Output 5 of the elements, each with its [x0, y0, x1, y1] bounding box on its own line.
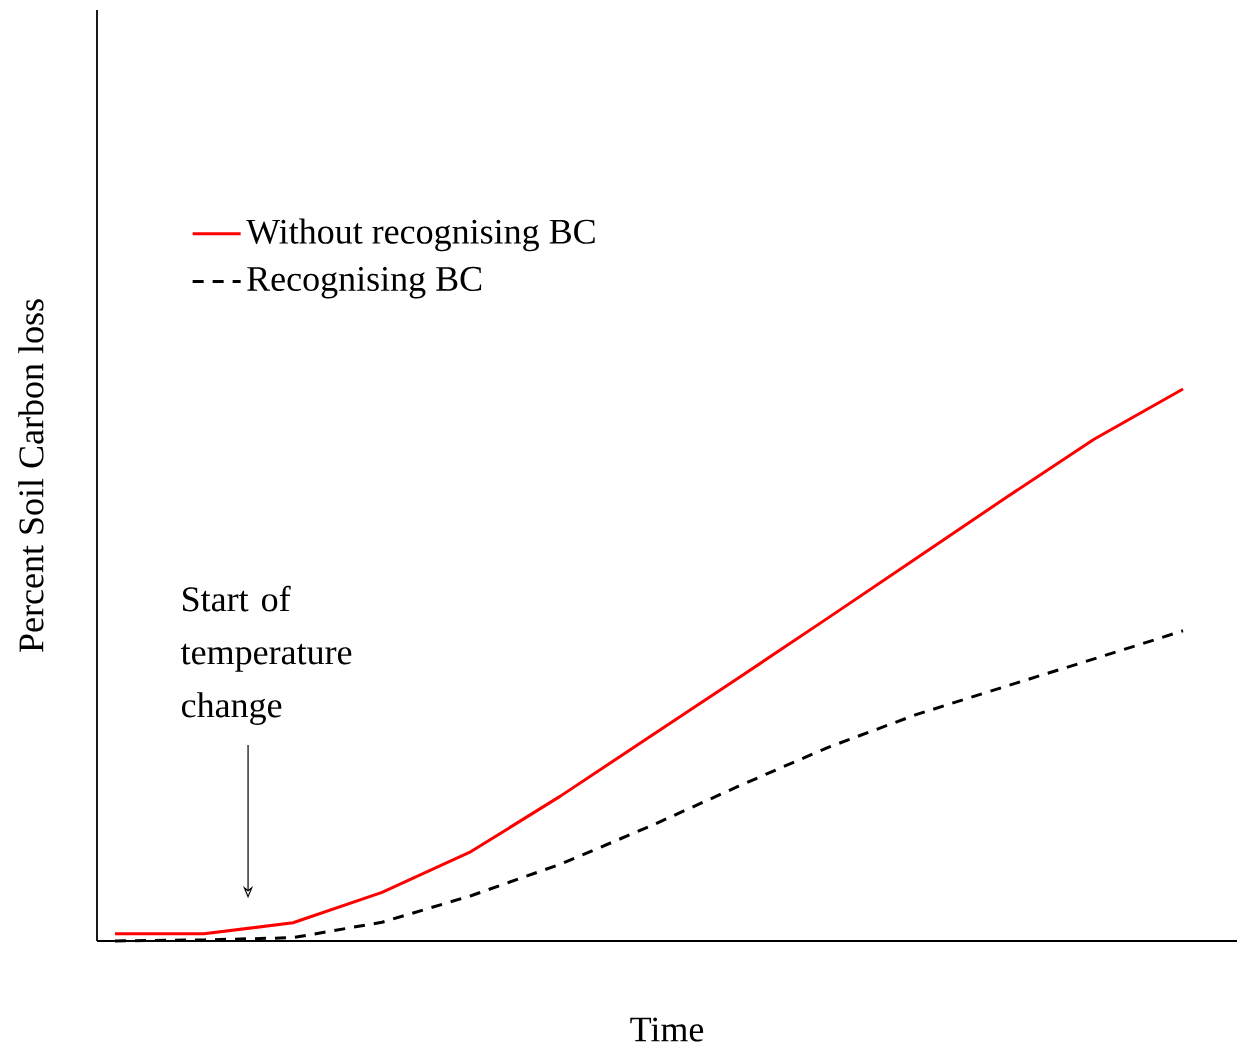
legend-label: Recognising BC: [247, 266, 482, 299]
x-axis-title: Time: [630, 1017, 704, 1042]
annotation: Start of temperature change: [180, 585, 352, 725]
y-axis-title: Percent Soil Carbon loss: [18, 299, 44, 652]
legend-label: Without recognising BC: [246, 218, 595, 252]
